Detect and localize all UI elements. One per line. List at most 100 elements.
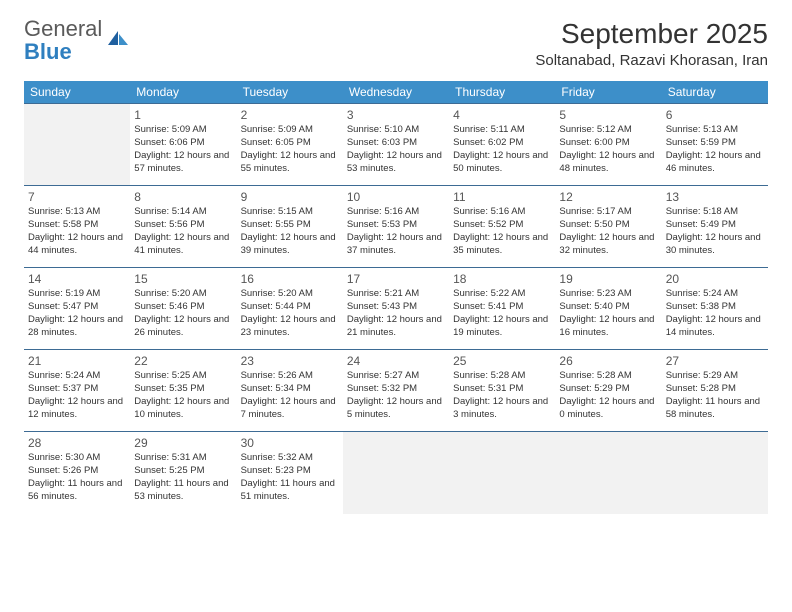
day-daylight: Daylight: 12 hours and 14 minutes. xyxy=(666,314,764,340)
day-sunrise: Sunrise: 5:26 AM xyxy=(241,370,339,383)
location: Soltanabad, Razavi Khorasan, Iran xyxy=(535,52,768,69)
day-daylight: Daylight: 12 hours and 5 minutes. xyxy=(347,396,445,422)
calendar-cell xyxy=(24,104,130,186)
calendar-cell: 19Sunrise: 5:23 AMSunset: 5:40 PMDayligh… xyxy=(555,268,661,350)
calendar-cell: 12Sunrise: 5:17 AMSunset: 5:50 PMDayligh… xyxy=(555,186,661,268)
day-sunset: Sunset: 5:52 PM xyxy=(453,219,551,232)
day-number: 3 xyxy=(347,107,445,123)
day-sunset: Sunset: 5:53 PM xyxy=(347,219,445,232)
day-number: 17 xyxy=(347,271,445,287)
day-daylight: Daylight: 12 hours and 48 minutes. xyxy=(559,150,657,176)
calendar-cell: 7Sunrise: 5:13 AMSunset: 5:58 PMDaylight… xyxy=(24,186,130,268)
weekday-header: Sunday xyxy=(24,81,130,104)
calendar-cell: 21Sunrise: 5:24 AMSunset: 5:37 PMDayligh… xyxy=(24,350,130,432)
day-daylight: Daylight: 12 hours and 28 minutes. xyxy=(28,314,126,340)
day-daylight: Daylight: 12 hours and 26 minutes. xyxy=(134,314,232,340)
day-sunset: Sunset: 5:40 PM xyxy=(559,301,657,314)
day-number: 20 xyxy=(666,271,764,287)
calendar-cell: 6Sunrise: 5:13 AMSunset: 5:59 PMDaylight… xyxy=(662,104,768,186)
calendar-cell: 10Sunrise: 5:16 AMSunset: 5:53 PMDayligh… xyxy=(343,186,449,268)
calendar-cell xyxy=(449,432,555,514)
weekday-header: Friday xyxy=(555,81,661,104)
day-daylight: Daylight: 11 hours and 53 minutes. xyxy=(134,478,232,504)
day-number: 22 xyxy=(134,353,232,369)
logo: General Blue xyxy=(24,18,130,64)
day-daylight: Daylight: 12 hours and 55 minutes. xyxy=(241,150,339,176)
title-block: September 2025 Soltanabad, Razavi Khoras… xyxy=(535,18,768,69)
day-sunrise: Sunrise: 5:10 AM xyxy=(347,124,445,137)
calendar-cell: 1Sunrise: 5:09 AMSunset: 6:06 PMDaylight… xyxy=(130,104,236,186)
day-daylight: Daylight: 12 hours and 57 minutes. xyxy=(134,150,232,176)
day-number: 29 xyxy=(134,435,232,451)
day-sunset: Sunset: 6:03 PM xyxy=(347,137,445,150)
day-number: 1 xyxy=(134,107,232,123)
day-sunset: Sunset: 5:23 PM xyxy=(241,465,339,478)
calendar-cell: 20Sunrise: 5:24 AMSunset: 5:38 PMDayligh… xyxy=(662,268,768,350)
day-sunrise: Sunrise: 5:19 AM xyxy=(28,288,126,301)
calendar-cell: 25Sunrise: 5:28 AMSunset: 5:31 PMDayligh… xyxy=(449,350,555,432)
day-daylight: Daylight: 11 hours and 51 minutes. xyxy=(241,478,339,504)
day-sunrise: Sunrise: 5:30 AM xyxy=(28,452,126,465)
day-sunrise: Sunrise: 5:17 AM xyxy=(559,206,657,219)
day-sunrise: Sunrise: 5:13 AM xyxy=(666,124,764,137)
day-sunset: Sunset: 5:44 PM xyxy=(241,301,339,314)
day-number: 13 xyxy=(666,189,764,205)
day-sunset: Sunset: 5:56 PM xyxy=(134,219,232,232)
day-sunrise: Sunrise: 5:15 AM xyxy=(241,206,339,219)
logo-blue-text: Blue xyxy=(24,39,72,64)
day-sunset: Sunset: 5:49 PM xyxy=(666,219,764,232)
day-sunrise: Sunrise: 5:31 AM xyxy=(134,452,232,465)
day-sunrise: Sunrise: 5:09 AM xyxy=(134,124,232,137)
day-sunrise: Sunrise: 5:25 AM xyxy=(134,370,232,383)
day-sunrise: Sunrise: 5:12 AM xyxy=(559,124,657,137)
day-sunrise: Sunrise: 5:16 AM xyxy=(453,206,551,219)
day-sunrise: Sunrise: 5:28 AM xyxy=(559,370,657,383)
day-number: 26 xyxy=(559,353,657,369)
day-sunrise: Sunrise: 5:29 AM xyxy=(666,370,764,383)
day-number: 28 xyxy=(28,435,126,451)
calendar-row: 7Sunrise: 5:13 AMSunset: 5:58 PMDaylight… xyxy=(24,186,768,268)
day-sunset: Sunset: 5:58 PM xyxy=(28,219,126,232)
day-daylight: Daylight: 11 hours and 58 minutes. xyxy=(666,396,764,422)
day-number: 27 xyxy=(666,353,764,369)
day-daylight: Daylight: 12 hours and 39 minutes. xyxy=(241,232,339,258)
calendar-cell: 13Sunrise: 5:18 AMSunset: 5:49 PMDayligh… xyxy=(662,186,768,268)
calendar-row: 14Sunrise: 5:19 AMSunset: 5:47 PMDayligh… xyxy=(24,268,768,350)
day-number: 21 xyxy=(28,353,126,369)
day-sunrise: Sunrise: 5:27 AM xyxy=(347,370,445,383)
day-sunrise: Sunrise: 5:24 AM xyxy=(28,370,126,383)
day-sunset: Sunset: 5:35 PM xyxy=(134,383,232,396)
weekday-header: Saturday xyxy=(662,81,768,104)
calendar-cell: 5Sunrise: 5:12 AMSunset: 6:00 PMDaylight… xyxy=(555,104,661,186)
day-daylight: Daylight: 12 hours and 19 minutes. xyxy=(453,314,551,340)
day-sunrise: Sunrise: 5:22 AM xyxy=(453,288,551,301)
day-sunset: Sunset: 5:46 PM xyxy=(134,301,232,314)
day-sunrise: Sunrise: 5:11 AM xyxy=(453,124,551,137)
day-sunset: Sunset: 6:02 PM xyxy=(453,137,551,150)
header: General Blue September 2025 Soltanabad, … xyxy=(24,18,768,69)
day-number: 12 xyxy=(559,189,657,205)
day-number: 16 xyxy=(241,271,339,287)
day-sunset: Sunset: 6:05 PM xyxy=(241,137,339,150)
day-number: 4 xyxy=(453,107,551,123)
day-sunset: Sunset: 5:55 PM xyxy=(241,219,339,232)
day-daylight: Daylight: 12 hours and 53 minutes. xyxy=(347,150,445,176)
weekday-header: Monday xyxy=(130,81,236,104)
day-number: 23 xyxy=(241,353,339,369)
calendar-cell xyxy=(343,432,449,514)
day-sunset: Sunset: 5:43 PM xyxy=(347,301,445,314)
day-daylight: Daylight: 12 hours and 0 minutes. xyxy=(559,396,657,422)
calendar-table: SundayMondayTuesdayWednesdayThursdayFrid… xyxy=(24,81,768,514)
calendar-cell: 4Sunrise: 5:11 AMSunset: 6:02 PMDaylight… xyxy=(449,104,555,186)
day-sunset: Sunset: 5:31 PM xyxy=(453,383,551,396)
day-sunset: Sunset: 6:00 PM xyxy=(559,137,657,150)
calendar-cell: 23Sunrise: 5:26 AMSunset: 5:34 PMDayligh… xyxy=(237,350,343,432)
calendar-cell: 30Sunrise: 5:32 AMSunset: 5:23 PMDayligh… xyxy=(237,432,343,514)
day-sunrise: Sunrise: 5:20 AM xyxy=(134,288,232,301)
logo-sail-icon xyxy=(106,29,130,47)
day-daylight: Daylight: 12 hours and 7 minutes. xyxy=(241,396,339,422)
day-number: 18 xyxy=(453,271,551,287)
day-number: 14 xyxy=(28,271,126,287)
day-sunrise: Sunrise: 5:13 AM xyxy=(28,206,126,219)
calendar-cell: 15Sunrise: 5:20 AMSunset: 5:46 PMDayligh… xyxy=(130,268,236,350)
